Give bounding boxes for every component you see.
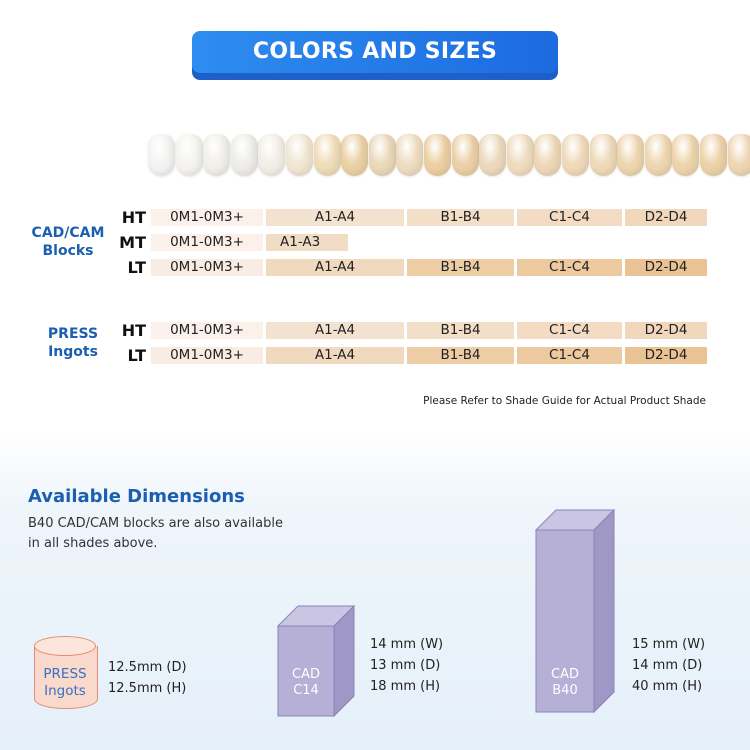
tooth-shade-sample	[396, 134, 424, 176]
cad-b40-spec-d: 14 mm (D)	[632, 658, 703, 673]
cad-c14-label-line1: CAD	[292, 667, 320, 682]
cad-c14-spec-h: 18 mm (H)	[370, 679, 441, 694]
cad-c14-specs: 14 mm (W) 13 mm (D) 18 mm (H)	[370, 634, 443, 697]
cadcam-mt-cell-2: A1-A3	[266, 234, 348, 251]
cad-c14-block-illustration	[276, 604, 356, 718]
c14-front-face	[277, 625, 335, 717]
tooth-shade-sample	[175, 134, 203, 176]
press-level-lt: LT	[127, 346, 146, 365]
cylinder-body	[34, 646, 98, 709]
cadcam-level-mt: MT	[119, 233, 146, 252]
tooth-shade-sample	[534, 134, 562, 176]
b40-front-face	[535, 529, 595, 713]
press-ht-cell-3: B1-B4	[407, 322, 514, 339]
cadcam-mt-cell-1: 0M1-0M3+	[151, 234, 263, 251]
tooth-shade-sample	[562, 134, 589, 176]
press-ingot-illustration: PRESS Ingots	[34, 636, 98, 712]
tooth-shade-sample	[286, 134, 313, 176]
shade-guide-note: Please Refer to Shade Guide for Actual P…	[423, 395, 706, 407]
dimensions-desc-line1: B40 CAD/CAM blocks are also available	[28, 516, 283, 531]
press-ingot-label-line2: Ingots	[44, 683, 86, 699]
cylinder-top	[34, 636, 96, 656]
cadcam-ht-cell-5: D2-D4	[625, 209, 707, 226]
press-ht-cell-1: 0M1-0M3+	[151, 322, 263, 339]
cad-c14-label-line2: C14	[293, 683, 319, 698]
cadcam-ht-cell-4: C1-C4	[517, 209, 622, 226]
tooth-shade-sample	[506, 134, 534, 176]
tooth-shade-sample	[700, 134, 727, 176]
cadcam-level-lt: LT	[127, 258, 146, 277]
tooth-shade-sample	[258, 134, 286, 176]
cadcam-ht-cell-3: B1-B4	[407, 209, 514, 226]
cad-b40-label-line1: CAD	[551, 667, 579, 682]
cad-b40-block-illustration	[534, 508, 616, 714]
press-level-ht: HT	[121, 321, 146, 340]
cadcam-ht-cell-1: 0M1-0M3+	[151, 209, 263, 226]
press-ht-cell-2: A1-A4	[266, 322, 404, 339]
tooth-shade-sample	[479, 134, 507, 176]
cadcam-label-line2: Blocks	[42, 243, 94, 259]
press-label-line2: Ingots	[48, 344, 98, 360]
press-label-line1: PRESS	[47, 326, 99, 342]
tooth-shade-sample	[203, 134, 231, 176]
press-lt-cell-4: C1-C4	[517, 347, 622, 364]
tooth-shade-sample	[451, 134, 479, 176]
press-ingot-label: PRESS Ingots	[34, 666, 96, 700]
b40-side-face	[593, 508, 615, 714]
press-lt-cell-2: A1-A4	[266, 347, 404, 364]
cad-c14-label: CAD C14	[278, 667, 334, 699]
cadcam-lt-cell-5: D2-D4	[625, 259, 707, 276]
tooth-shade-sample	[368, 134, 396, 176]
teeth-shade-strip	[148, 134, 750, 180]
press-ht-cell-4: C1-C4	[517, 322, 622, 339]
cad-b40-specs: 15 mm (W) 14 mm (D) 40 mm (H)	[632, 634, 705, 697]
tooth-shade-sample	[148, 134, 175, 176]
cadcam-group-label: CAD/CAM Blocks	[18, 224, 118, 260]
tooth-shade-sample	[727, 134, 750, 176]
press-lt-cell-1: 0M1-0M3+	[151, 347, 263, 364]
press-lt-cell-3: B1-B4	[407, 347, 514, 364]
press-ingot-spec-h: 12.5mm (H)	[108, 681, 187, 696]
cad-b40-label: CAD B40	[536, 667, 594, 699]
c14-side-face	[333, 604, 355, 718]
press-ingot-spec-d: 12.5mm (D)	[108, 660, 187, 675]
tooth-shade-sample	[341, 134, 369, 176]
press-lt-cell-5: D2-D4	[625, 347, 707, 364]
cad-b40-spec-w: 15 mm (W)	[632, 637, 706, 652]
tooth-shade-sample	[230, 134, 258, 176]
cadcam-label-line1: CAD/CAM	[31, 225, 105, 241]
press-ingot-label-line1: PRESS	[43, 666, 87, 682]
cadcam-lt-cell-3: B1-B4	[407, 259, 514, 276]
press-ht-cell-5: D2-D4	[625, 322, 707, 339]
cad-c14-spec-w: 14 mm (W)	[370, 637, 444, 652]
cad-c14-spec-d: 13 mm (D)	[370, 658, 441, 673]
cadcam-level-ht: HT	[121, 208, 146, 227]
dimensions-background	[0, 430, 750, 750]
tooth-shade-sample	[589, 134, 617, 176]
tooth-shade-sample	[617, 134, 645, 176]
dimensions-desc-line2: in all shades above.	[28, 536, 158, 551]
dimensions-title: Available Dimensions	[28, 486, 245, 507]
tooth-shade-sample	[313, 134, 341, 176]
cad-b40-spec-h: 40 mm (H)	[632, 679, 703, 694]
press-ingot-specs: 12.5mm (D) 12.5mm (H)	[108, 657, 187, 699]
page-title: COLORS AND SIZES	[192, 31, 558, 73]
cadcam-lt-cell-1: 0M1-0M3+	[151, 259, 263, 276]
cadcam-ht-cell-2: A1-A4	[266, 209, 404, 226]
tooth-shade-sample	[424, 134, 451, 176]
cadcam-lt-cell-2: A1-A4	[266, 259, 404, 276]
tooth-shade-sample	[644, 134, 672, 176]
cad-b40-label-line2: B40	[552, 683, 578, 698]
tooth-shade-sample	[672, 134, 700, 176]
cadcam-lt-cell-4: C1-C4	[517, 259, 622, 276]
press-group-label: PRESS Ingots	[25, 325, 121, 361]
